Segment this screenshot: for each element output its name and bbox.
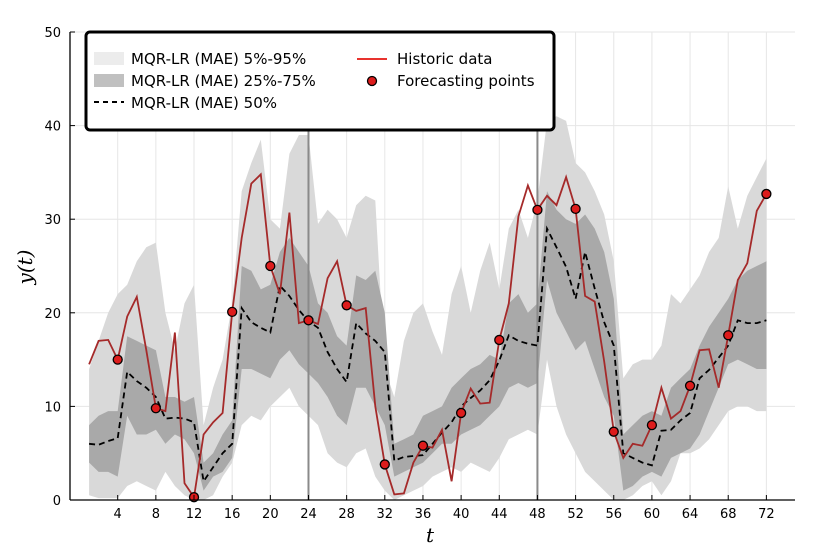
x-tick-label: 68 (720, 507, 737, 522)
legend: MQR-LR (MAE) 5%-95% MQR-LR (MAE) 25%-75%… (84, 30, 556, 132)
legend-swatch-band-50 (94, 74, 124, 87)
y-tick-label: 20 (44, 307, 61, 322)
legend-label-band-50: MQR-LR (MAE) 25%-75% (131, 72, 316, 90)
forecast-point (112, 354, 123, 365)
band-5-95 (89, 116, 767, 500)
forecast-point (646, 419, 658, 431)
axes (69, 31, 795, 501)
legend-swatch-forecast (366, 75, 378, 87)
forecast-point (455, 407, 467, 419)
legend-label-forecast: Forecasting points (397, 72, 535, 90)
forecast-point (417, 440, 429, 451)
y-tick-label: 40 (44, 120, 61, 135)
forecast-point (303, 315, 314, 326)
forecast-point (684, 380, 696, 391)
x-tick-label: 8 (152, 507, 160, 522)
x-tick-label: 16 (224, 507, 241, 522)
forecast-point (265, 260, 276, 272)
x-tick-label: 36 (415, 507, 432, 522)
forecast-point (341, 300, 352, 311)
x-tick-label: 28 (338, 507, 355, 522)
y-axis-label: y(t) (13, 250, 37, 286)
forecast-points (112, 188, 772, 503)
x-tick-label: 64 (682, 507, 699, 522)
forecast-point (150, 403, 162, 414)
forecast-point (570, 203, 581, 215)
x-tick-label: 60 (644, 507, 661, 522)
y-tick-label: 10 (44, 400, 61, 415)
forecast-point (532, 204, 543, 215)
x-tick-label: 24 (300, 507, 317, 522)
forecast-point (227, 306, 238, 318)
forecast-point (379, 459, 390, 470)
x-tick-label: 48 (529, 507, 546, 522)
band-25-75 (89, 191, 767, 491)
x-tick-label: 44 (491, 507, 508, 522)
x-tick-label: 12 (186, 507, 203, 522)
median-line (89, 225, 767, 484)
x-tick-label: 56 (605, 507, 622, 522)
legend-label-historic: Historic data (397, 50, 492, 68)
y-tick-label: 50 (44, 26, 61, 41)
x-tick-label: 32 (377, 507, 394, 522)
y-tick-label: 0 (53, 494, 61, 509)
legend-label-median: MQR-LR (MAE) 50% (131, 94, 277, 112)
x-tick-label: 4 (114, 507, 122, 522)
bands (89, 116, 767, 500)
forecast-point (723, 330, 734, 341)
tick-labels: 4 8 12 16 20 24 28 32 36 40 44 48 52 56 60 64 68 72010203… (44, 26, 774, 522)
y-tick-label: 30 (44, 213, 61, 228)
legend-swatch-band-90 (94, 52, 124, 65)
forecast-point (608, 426, 619, 437)
x-tick-label: 20 (262, 507, 279, 522)
forecast-point (761, 188, 772, 200)
legend-label-band-90: MQR-LR (MAE) 5%-95% (131, 50, 306, 68)
x-tick-label: 40 (453, 507, 470, 522)
legend-box (84, 30, 556, 132)
x-tick-label: 52 (567, 507, 584, 522)
forecast-point (494, 334, 505, 346)
x-axis-label: t (426, 523, 435, 547)
x-tick-label: 72 (758, 507, 775, 522)
